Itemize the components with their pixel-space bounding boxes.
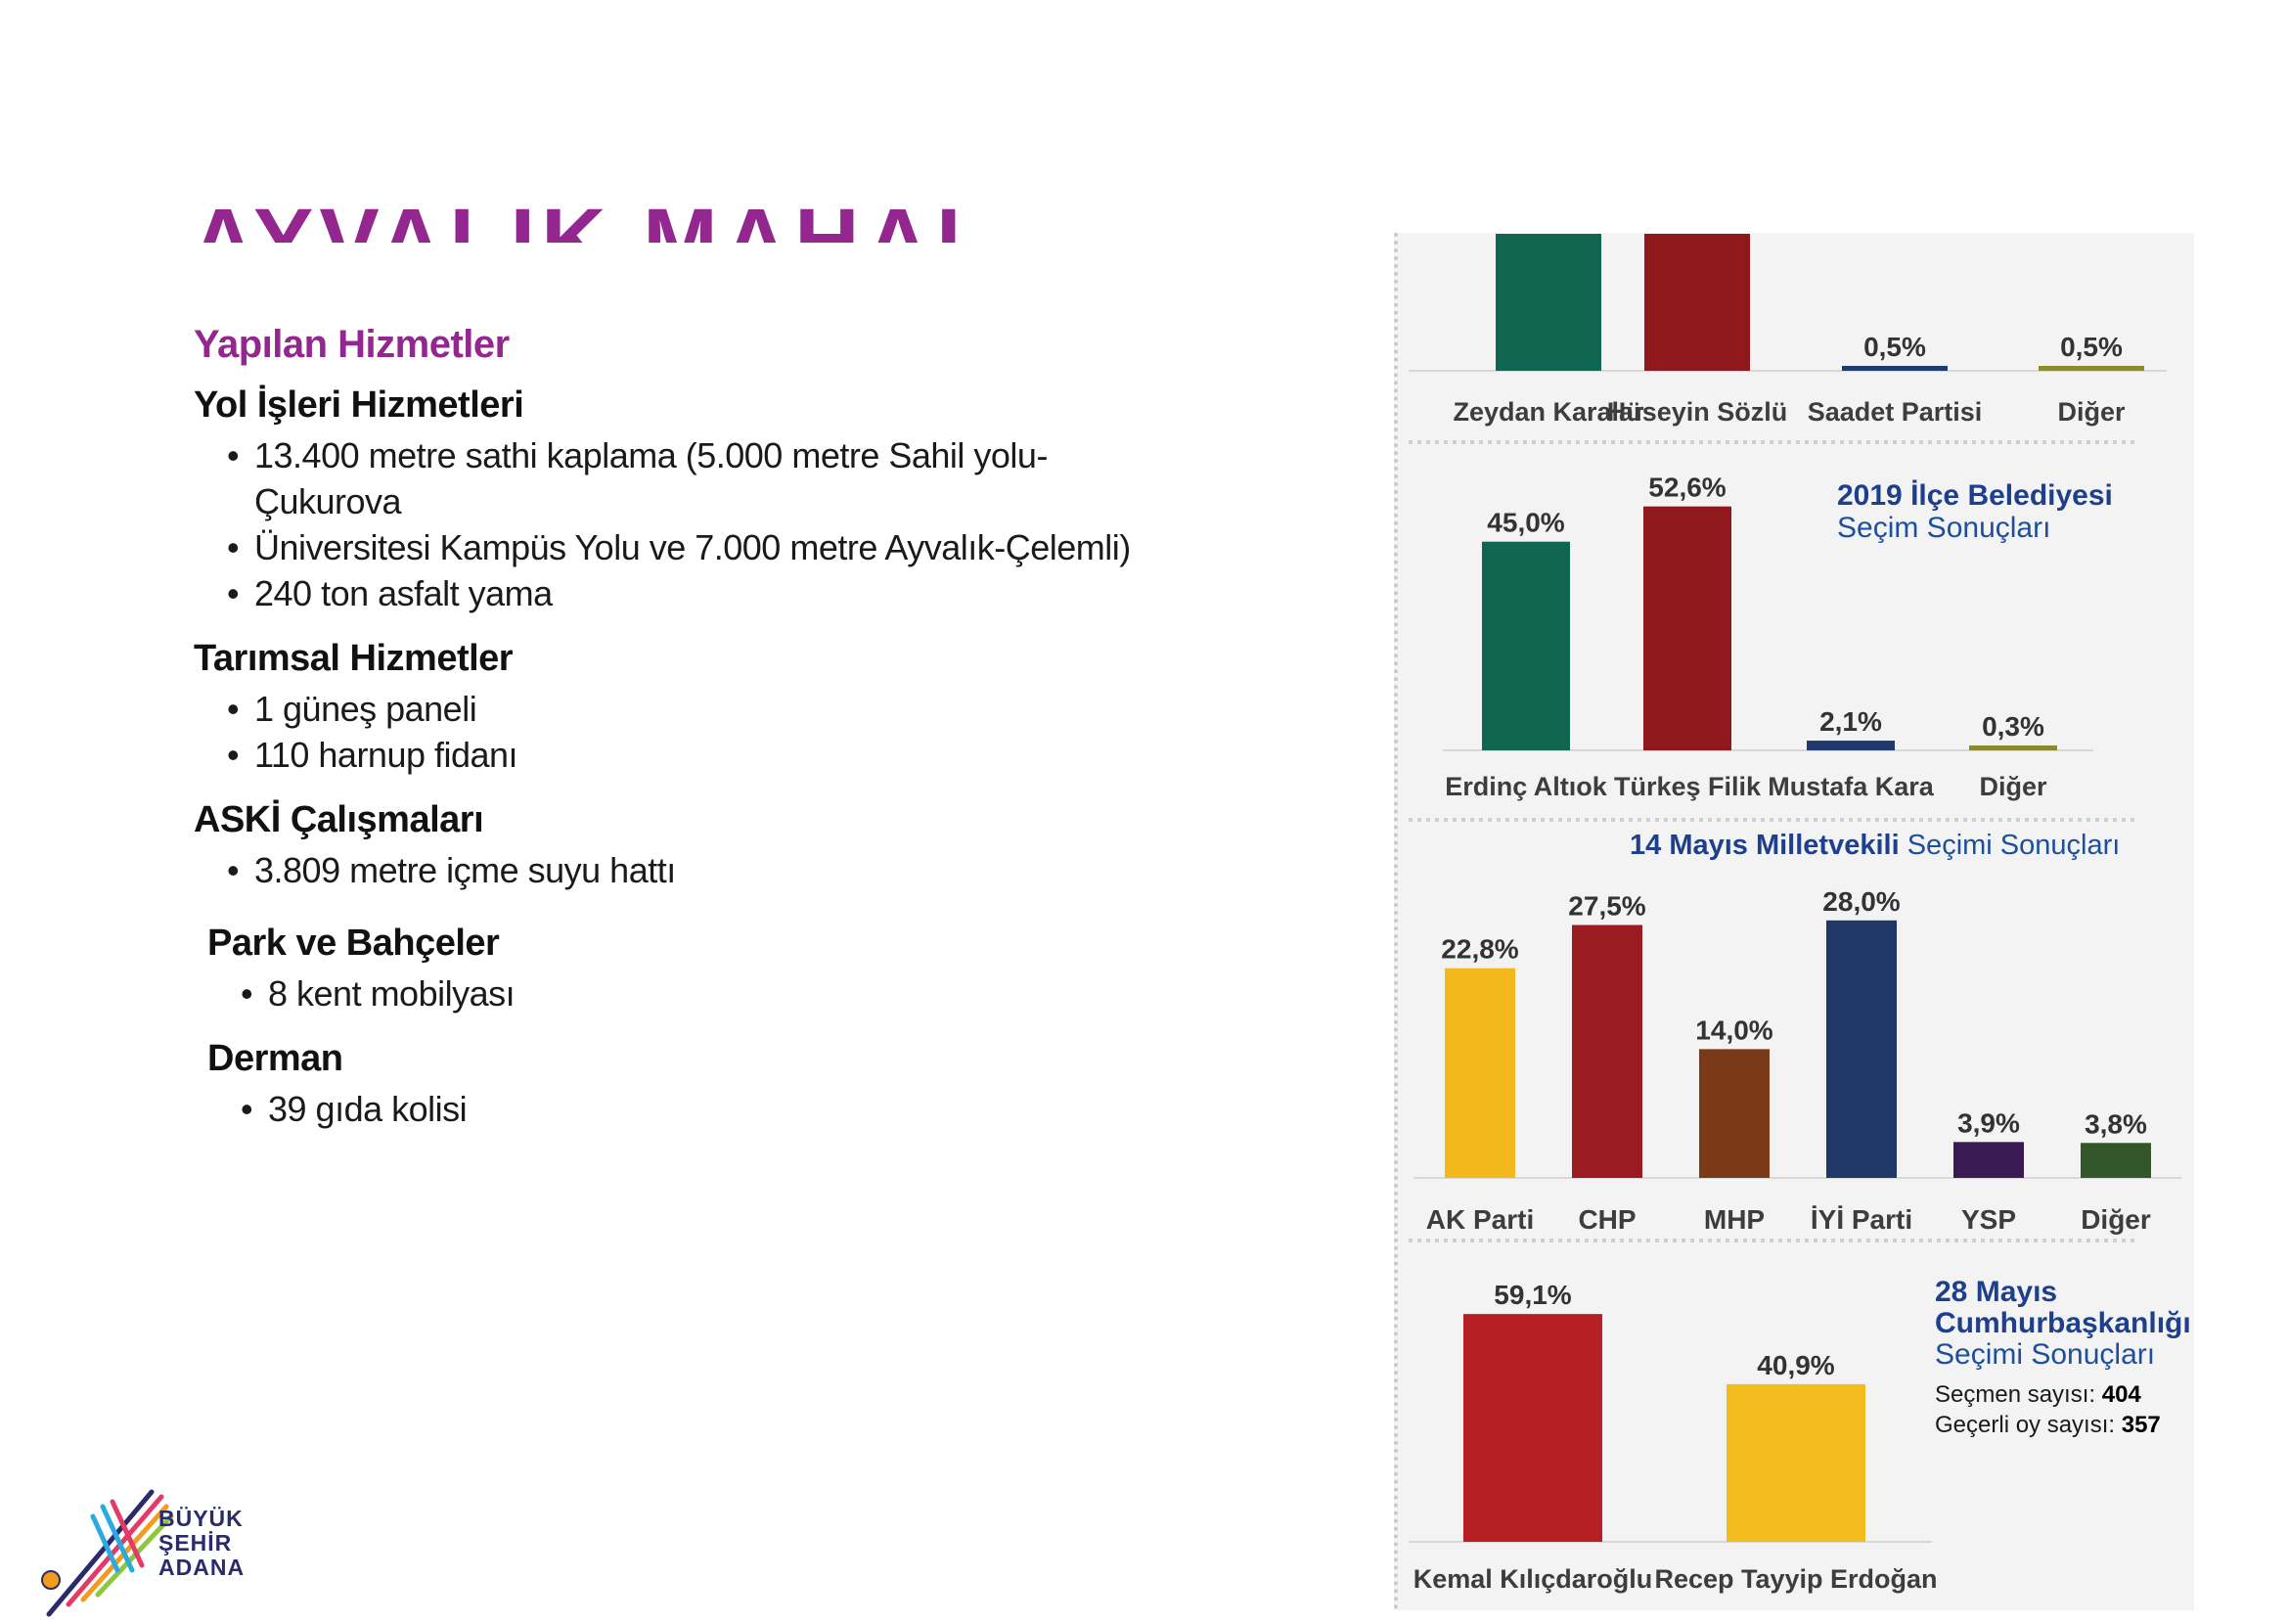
page-title: AYVALIK MAHALLESİ [191,196,973,243]
chart-bar [1842,366,1948,371]
chart-bar [1953,1142,2024,1178]
chart-title: 2019 İlçe Belediyesi [1837,479,2113,512]
section-heading: Tarımsal Hizmetler [194,638,514,679]
section-list: 8 kent mobilyası [194,970,1172,1016]
logo-line: BÜYÜK [158,1506,244,1531]
section-list: 13.400 metre sathi kaplama (5.000 metre … [194,432,1172,616]
page-title-clip: AYVALIK MAHALLESİ [191,196,973,243]
chart-bar [2081,1143,2151,1178]
category-label: Hüseyin Sözlü [1607,397,1788,427]
section-heading: Derman [207,1038,343,1079]
chart-bar [1482,541,1570,750]
valid-votes-count: 357 [2121,1412,2161,1438]
chart-bar [1969,745,2057,750]
services-heading: Yapılan Hizmetler [194,323,510,366]
list-item: 110 harnup fidanı [227,732,1172,778]
bar-value-label: 52,6% [1648,473,1726,503]
list-item: 240 ton asfalt yama [227,570,1172,616]
bar-value-label: 28,0% [1822,886,1900,917]
voters-count: 404 [2101,1381,2141,1408]
chart-2019-caption: 2019 İlçe Belediyesi Seçim Sonuçları [1837,479,2113,544]
chart-bar [1445,968,1515,1178]
bar-value-label: 59,1% [1494,1280,1571,1310]
buyuksehir-adana-logo [41,1489,174,1617]
voter-stats: Seçmen sayısı: 404 Geçerli oy sayısı: 35… [1935,1379,2161,1440]
chart-title: 28 Mayıs Cumhurbaşkanlığı [1935,1276,2191,1339]
logo-wordmark: BÜYÜK ŞEHİR ADANA [158,1507,245,1580]
valid-votes-row: Geçerli oy sayısı: 357 [1935,1410,2161,1440]
logo-line: ADANA [158,1555,246,1580]
chart-subtitle: Seçimi Sonuçları [1907,830,2121,861]
section-list: 39 gıda kolisi [194,1086,1172,1132]
category-label: CHP [1578,1204,1636,1235]
bar-value-label: 3,8% [2085,1108,2147,1139]
category-label: Diğer [2057,397,2126,427]
section-list: 3.809 metre içme suyu hattı [194,847,1172,893]
valid-votes-label: Geçerli oy sayısı: [1935,1412,2116,1438]
list-item: 13.400 metre sathi kaplama (5.000 metre … [227,432,1172,524]
bar-value-label: 45,0% [1487,508,1564,538]
chart-bar [1463,1314,1602,1542]
bar-value-label: 14,0% [1695,1015,1772,1045]
chart-bar [1699,1049,1770,1178]
category-label: Erdinç Altıok [1445,772,1608,801]
section-heading: ASKİ Çalışmaları [194,799,484,840]
chart-28-mayis-caption: 28 Mayıs Cumhurbaşkanlığı Seçimi Sonuçla… [1935,1276,2191,1371]
bar-value-label: 2,1% [1819,706,1882,737]
bar-value-label: 40,9% [1757,1350,1834,1380]
category-label: Diğer [1979,772,2047,801]
list-item: 3.809 metre içme suyu hattı [227,847,1172,893]
category-label: Zeydan Karalar [1453,397,1644,427]
section-list: 1 güneş paneli 110 harnup fidanı [194,686,1172,778]
category-label: Kemal Kılıçdaroğlu [1413,1564,1653,1594]
chart-bar [1727,1383,1865,1542]
chart-title: 14 Mayıs Milletvekili [1630,830,1900,861]
chart-bar [1643,506,1731,750]
category-label: MHP [1704,1204,1765,1235]
list-item: 39 gıda kolisi [241,1086,1172,1132]
category-label: Türkeş Filik [1614,772,1762,801]
list-item-continuation: Üniversitesi Kampüs Yolu ve 7.000 metre … [254,527,1131,567]
bar-value-label: 0,5% [2060,332,2123,362]
bar-value-label: 27,5% [1568,891,1645,922]
voters-label: Seçmen sayısı: [1935,1381,2096,1408]
chart-bar [1496,234,1601,371]
category-label: Diğer [2081,1204,2151,1235]
chart-bar [1572,925,1642,1178]
bar-value-label: 0,5% [1863,332,1926,362]
list-item-continued: Üniversitesi Kampüs Yolu ve 7.000 metre … [227,524,1172,570]
category-label: Recep Tayyip Erdoğan [1654,1564,1937,1594]
chart-subtitle: Seçimi Sonuçları [1935,1338,2156,1371]
bar-value-label: 22,8% [1441,934,1518,965]
chart-bar [1644,234,1750,371]
panel-dotted-border [1394,233,1398,1610]
logo-line: ŞEHİR [158,1530,233,1556]
category-label: AK Parti [1426,1204,1534,1235]
section-heading: Park ve Bahçeler [207,923,500,964]
category-label: İYİ Parti [1811,1204,1912,1235]
list-item: 1 güneş paneli [227,686,1172,732]
category-label: Mustafa Kara [1768,772,1935,801]
section-heading: Yol İşleri Hizmetleri [194,384,524,426]
bar-value-label: 3,9% [1957,1107,2020,1138]
services-column: Yapılan Hizmetler Yol İşleri Hizmetleri … [194,323,1172,1153]
category-label: YSP [1961,1204,2016,1235]
chart-bar [1826,920,1897,1178]
voters-row: Seçmen sayısı: 404 [1935,1379,2161,1410]
bar-value-label: 0,3% [1982,711,2044,742]
chart-14-mayis-caption: 14 Mayıs Milletvekili Seçimi Sonuçları [1630,830,2120,862]
list-item: 8 kent mobilyası [241,970,1172,1016]
chart-bar [2039,366,2144,371]
chart-subtitle: Seçim Sonuçları [1837,512,2051,544]
chart-bar [1807,741,1895,750]
category-label: Saadet Partisi [1808,397,1983,427]
